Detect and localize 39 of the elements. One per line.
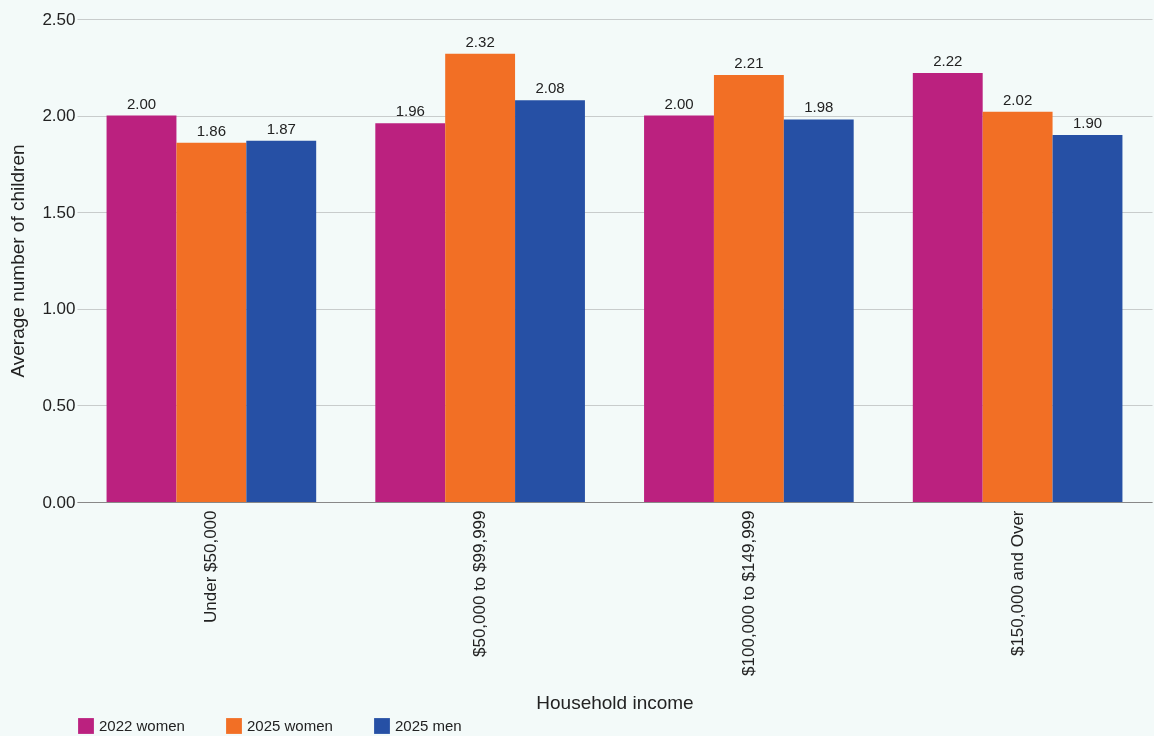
data-label: 2.32 xyxy=(465,32,495,50)
y-tick-label: 1.50 xyxy=(42,202,76,222)
data-label: 2.21 xyxy=(734,54,764,72)
y-tick-label: 2.00 xyxy=(42,106,76,126)
bar xyxy=(783,119,854,502)
data-label: 2.00 xyxy=(664,94,694,112)
bar xyxy=(515,100,585,502)
legend-label: 2025 men xyxy=(395,717,462,734)
x-tick-label: $50,000 to $99,999 xyxy=(470,510,490,658)
data-label: 1.87 xyxy=(266,119,296,137)
x-tick-label: $100,000 to $149,999 xyxy=(738,510,758,676)
legend-label: 2022 women xyxy=(99,717,185,734)
y-tick-label: 1.00 xyxy=(42,299,76,319)
data-label: 2.22 xyxy=(933,52,963,70)
y-axis-title: Average number of children xyxy=(7,144,29,378)
bar xyxy=(982,111,1053,502)
data-label: 1.86 xyxy=(196,121,226,139)
data-label: 1.98 xyxy=(804,98,834,116)
data-label: 2.08 xyxy=(535,79,565,97)
bar xyxy=(912,73,983,502)
x-axis-title: Household income xyxy=(536,691,694,713)
bar xyxy=(246,140,317,502)
data-label: 2.02 xyxy=(1003,90,1033,108)
bar xyxy=(375,123,446,502)
data-label: 1.90 xyxy=(1072,113,1103,131)
x-tick-label: Under $50,000 xyxy=(201,510,221,623)
data-label: 2.00 xyxy=(126,94,157,112)
bar xyxy=(644,115,714,502)
legend-label: 2025 women xyxy=(247,717,333,734)
x-tick-label: $150,000 and Over xyxy=(1007,510,1027,657)
y-tick-label: 0.50 xyxy=(42,395,76,415)
bar xyxy=(713,75,784,502)
bar xyxy=(445,53,516,502)
bar xyxy=(1052,134,1123,502)
bar xyxy=(106,115,177,502)
y-tick-label: 2.50 xyxy=(42,9,76,29)
y-tick-label: 0.00 xyxy=(42,492,76,512)
data-label: 1.96 xyxy=(395,102,425,120)
bar xyxy=(176,142,247,502)
